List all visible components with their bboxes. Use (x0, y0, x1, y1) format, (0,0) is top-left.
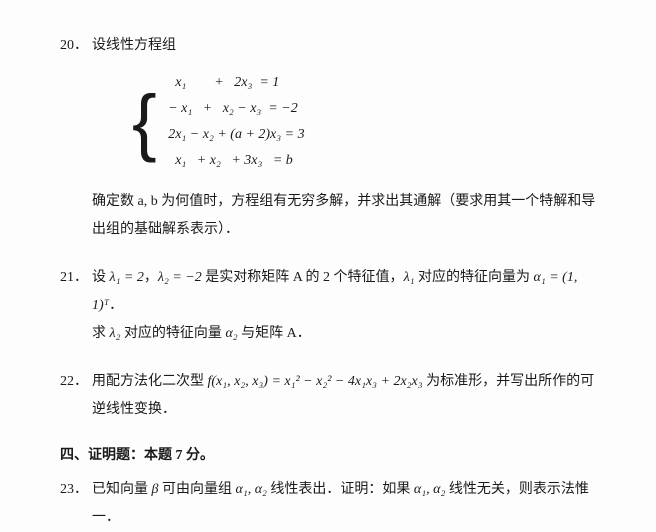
lambda1: λ₁ = 2 (110, 270, 144, 285)
problem-20: 20． 设线性方程组 { x₁ + 2x₃ = 1 − x₁ + x₂ − x₃… (60, 32, 596, 244)
alphas2: α₁, α₂ (414, 482, 445, 497)
t: 线性表出．证明：如果 (267, 482, 414, 497)
section-heading: 四、证明题：本题 7 分。 (60, 444, 596, 464)
t: 求 (92, 326, 110, 341)
t: 是实对称矩阵 A 的 2 个特征值， (202, 270, 404, 285)
eq-line-3: 2x₁ − x₂ + (a + 2)x₃ = 3 (165, 122, 305, 148)
t: 与矩阵 A． (238, 326, 311, 341)
t: ． (109, 298, 123, 313)
t: 可由向量组 (158, 482, 235, 497)
exam-page: 20． 设线性方程组 { x₁ + 2x₃ = 1 − x₁ + x₂ − x₃… (0, 0, 656, 504)
t: 设 (92, 270, 110, 285)
problem-lead: 设线性方程组 (92, 32, 596, 60)
q22-f: f(x₁, x₂, x₃) = x₁² − x₂² − 4x₁x₃ + 2x₂x… (208, 374, 423, 389)
t: 用配方法化二次型 (92, 374, 208, 389)
t: ， (144, 270, 158, 285)
brace-icon: { (132, 85, 157, 159)
lambda2: λ₂ = −2 (158, 270, 202, 285)
t: 对应的特征向量 (120, 326, 225, 341)
lambda2-short: λ₂ (110, 326, 121, 341)
eq-line-2: − x₁ + x₂ − x₃ = −2 (165, 96, 305, 122)
problem-number: 20． (60, 32, 92, 60)
problem-number: 23． (60, 476, 92, 504)
alphas: α₁, α₂ (235, 482, 266, 497)
problem-number: 22． (60, 368, 92, 396)
problem-body: 用配方法化二次型 f(x₁, x₂, x₃) = x₁² − x₂² − 4x₁… (92, 368, 596, 424)
t: 已知向量 (92, 482, 152, 497)
problem-22: 22． 用配方法化二次型 f(x₁, x₂, x₃) = x₁² − x₂² −… (60, 368, 596, 424)
eq-line-1: x₁ + 2x₃ = 1 (165, 70, 305, 96)
lambda1-short: λ₁ (404, 270, 415, 285)
eq-line-4: x₁ + x₂ + 3x₃ = b (165, 148, 305, 174)
equation-lines: x₁ + 2x₃ = 1 − x₁ + x₂ − x₃ = −2 2x₁ − x… (165, 70, 305, 174)
problem-body: 设 λ₁ = 2，λ₂ = −2 是实对称矩阵 A 的 2 个特征值，λ₁ 对应… (92, 264, 596, 320)
problem-number: 21． (60, 264, 92, 292)
alpha2: α₂ (225, 326, 237, 341)
problem-tail: 确定数 a, b 为何值时，方程组有无穷多解，并求出其通解（要求用其一个特解和导… (92, 188, 596, 244)
problem-line2: 求 λ₂ 对应的特征向量 α₂ 与矩阵 A． (92, 320, 596, 348)
problem-21: 21． 设 λ₁ = 2，λ₂ = −2 是实对称矩阵 A 的 2 个特征值，λ… (60, 264, 596, 348)
t: 对应的特征向量为 (415, 270, 534, 285)
equation-system: { x₁ + 2x₃ = 1 − x₁ + x₂ − x₃ = −2 2x₁ −… (132, 70, 596, 174)
